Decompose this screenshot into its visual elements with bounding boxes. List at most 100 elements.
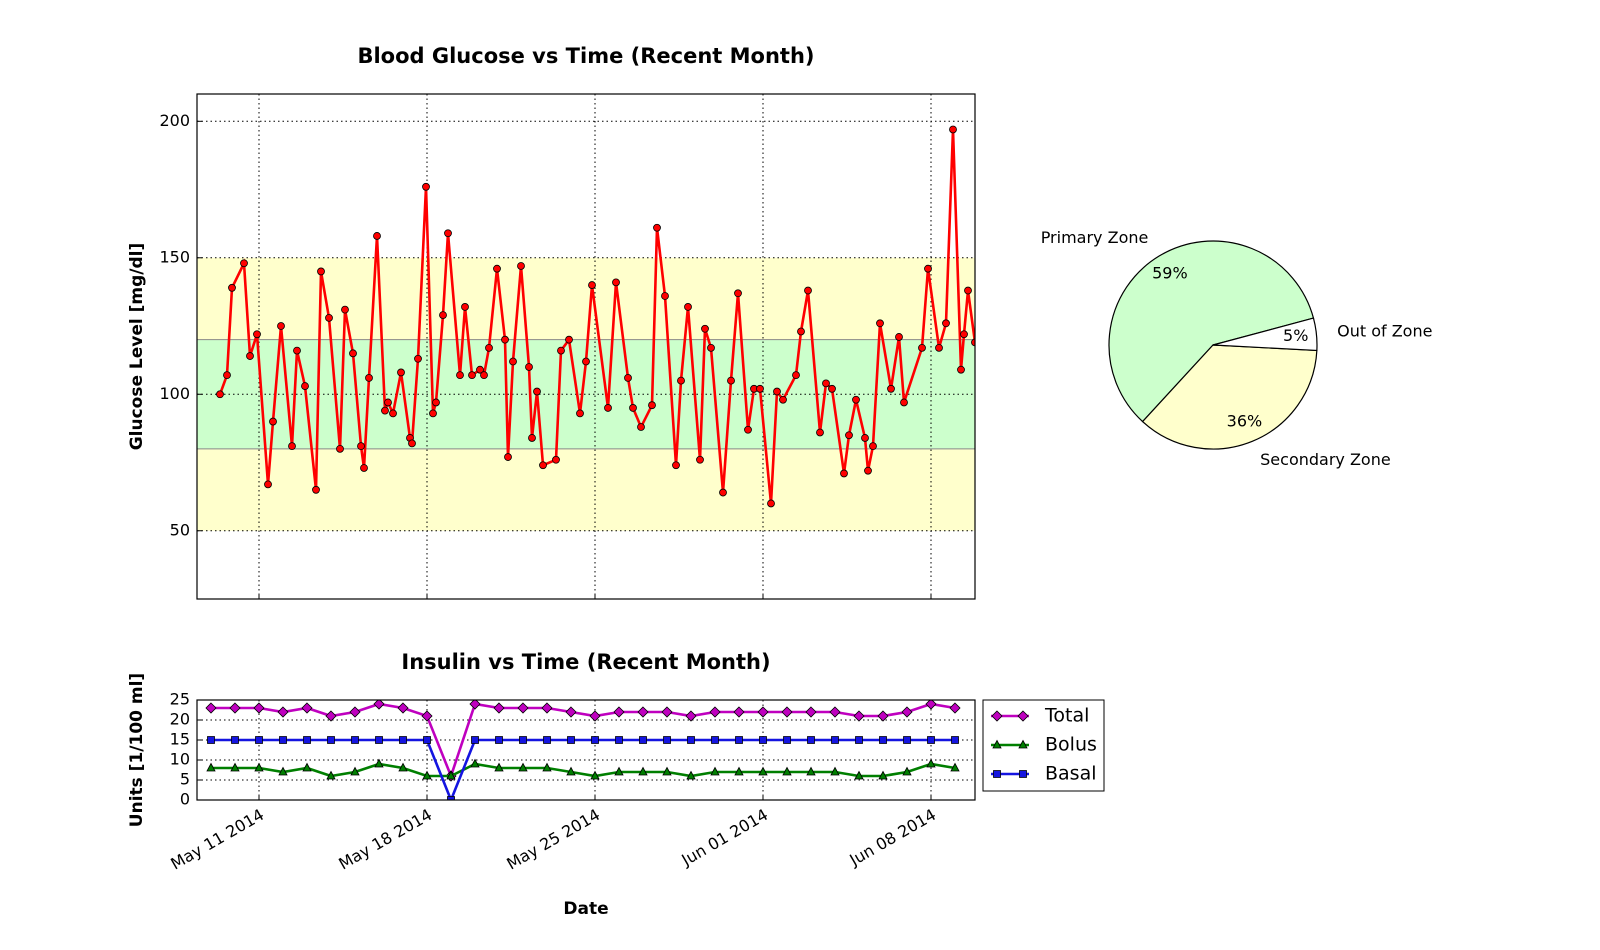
point	[565, 335, 573, 344]
point	[686, 770, 696, 780]
point	[758, 766, 768, 776]
point	[302, 762, 312, 772]
pie-slice	[1212, 317, 1318, 352]
point	[957, 365, 965, 374]
point	[349, 706, 361, 718]
point	[950, 762, 960, 772]
point	[231, 736, 239, 744]
point	[317, 267, 325, 276]
series-line	[211, 738, 955, 800]
point	[637, 423, 645, 431]
point	[782, 766, 792, 776]
point	[269, 417, 277, 426]
y-tick-label: 100	[159, 384, 190, 403]
point	[288, 442, 296, 451]
point	[375, 736, 383, 744]
point	[240, 259, 248, 268]
point	[495, 736, 503, 744]
point	[807, 736, 815, 744]
point	[539, 461, 547, 470]
chart-title: Blood Glucose vs Time (Recent Month)	[357, 44, 814, 68]
point	[614, 766, 624, 776]
point	[384, 398, 392, 407]
point	[744, 425, 752, 434]
point	[230, 762, 240, 772]
point	[696, 455, 704, 464]
point	[493, 264, 501, 273]
point	[781, 706, 793, 718]
point	[942, 319, 950, 328]
point	[926, 758, 936, 768]
slice-percent: 5%	[1283, 326, 1308, 345]
x-axis-label: Date	[563, 899, 608, 919]
point	[685, 710, 697, 722]
point	[829, 706, 841, 718]
point	[822, 379, 830, 388]
x-tick-label: Jun 08 2014	[846, 805, 940, 870]
point	[541, 702, 553, 714]
x-tick-label: May 11 2014	[167, 805, 267, 874]
point	[373, 232, 381, 240]
y-tick-label: 150	[159, 247, 190, 266]
point	[349, 349, 357, 358]
point	[971, 338, 975, 347]
point	[759, 736, 767, 744]
point	[964, 286, 972, 295]
point	[637, 706, 649, 718]
slice-percent: 36%	[1227, 412, 1263, 431]
point	[223, 371, 231, 380]
point	[207, 736, 215, 744]
point	[336, 444, 344, 453]
y-tick-label: 5	[180, 770, 190, 789]
point	[853, 710, 865, 722]
axes-frame	[196, 699, 976, 801]
point	[615, 736, 623, 744]
point	[493, 702, 505, 714]
point	[470, 758, 480, 768]
point	[303, 736, 311, 744]
point	[447, 796, 455, 800]
point	[639, 736, 647, 744]
point	[684, 303, 692, 311]
point	[360, 464, 368, 472]
point	[205, 702, 217, 714]
point	[707, 343, 715, 352]
point	[421, 710, 433, 722]
point	[701, 324, 709, 333]
legend-marker	[992, 739, 1002, 749]
line-chart: Insulin vs Time (Recent Month) 0510152025…	[127, 650, 1105, 919]
point	[439, 311, 447, 320]
point	[414, 354, 422, 363]
legend-label: Total	[1044, 705, 1089, 727]
point	[374, 758, 384, 768]
point	[525, 363, 533, 371]
legend-label: Bolus	[1045, 734, 1097, 756]
point	[710, 766, 720, 776]
point	[661, 292, 669, 300]
point	[325, 710, 337, 722]
legend-marker	[991, 710, 1003, 722]
point	[855, 736, 863, 744]
point	[831, 736, 839, 744]
point	[861, 434, 869, 442]
point	[509, 357, 517, 366]
y-tick-label: 50	[170, 520, 190, 539]
point	[588, 281, 596, 289]
point	[480, 371, 488, 380]
point	[216, 390, 224, 399]
legend-marker	[1018, 739, 1028, 749]
x-tick-label: Jun 01 2014	[678, 805, 772, 870]
point	[312, 485, 320, 494]
point	[711, 736, 719, 744]
point	[895, 333, 903, 341]
point	[806, 766, 816, 776]
point	[552, 455, 560, 464]
point	[494, 762, 504, 772]
point	[804, 286, 812, 295]
point	[501, 335, 509, 344]
point	[727, 376, 735, 385]
point	[877, 710, 889, 722]
point	[816, 428, 824, 437]
point	[918, 343, 926, 352]
point	[879, 736, 887, 744]
